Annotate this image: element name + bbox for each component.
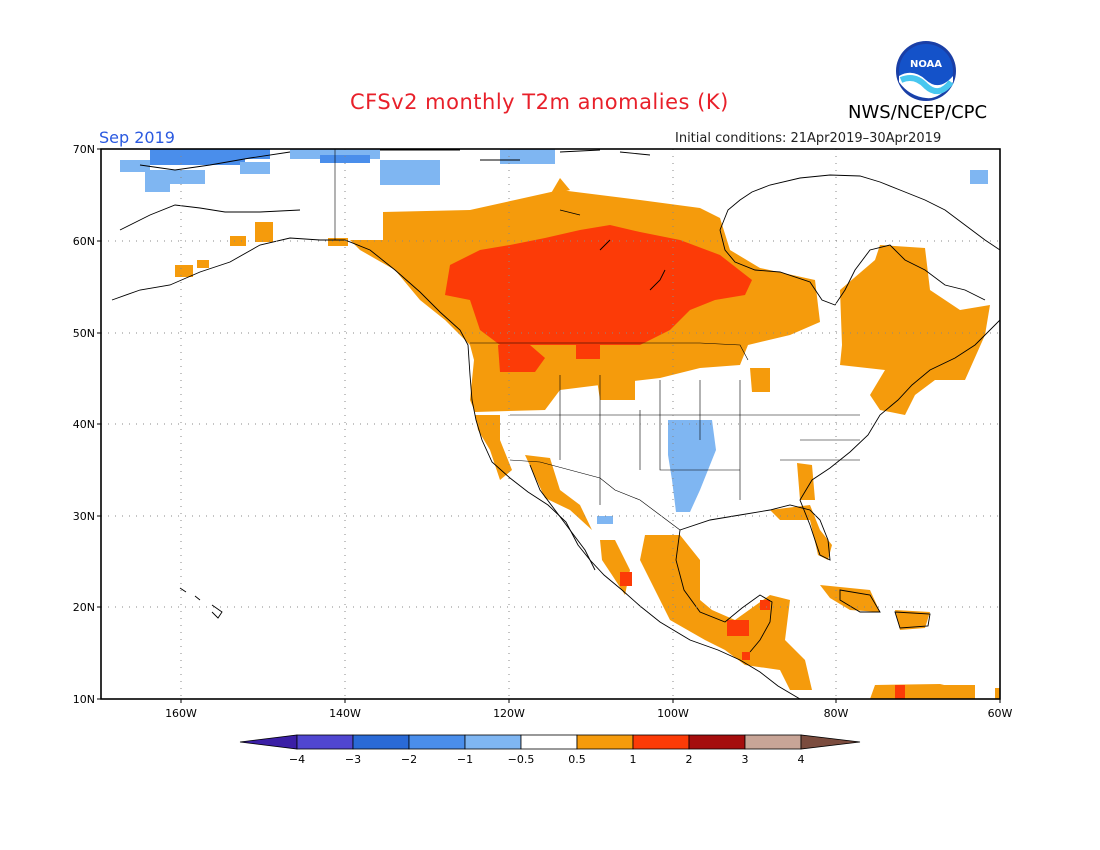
colorbar-label: 0.5 bbox=[568, 753, 586, 766]
colorbar: −4 −3 −2 −1 −0.5 0.5 1 2 3 4 bbox=[239, 734, 861, 766]
colorbar-arrow-high bbox=[800, 734, 861, 750]
colorbar-label: −3 bbox=[345, 753, 361, 766]
colorbar-swatch bbox=[352, 734, 410, 750]
colorbar-label: −1 bbox=[457, 753, 473, 766]
colorbar-label: 4 bbox=[798, 753, 805, 766]
colorbar-swatch bbox=[408, 734, 466, 750]
lon-tick-label: 120W bbox=[493, 707, 525, 720]
lat-tick-label: 10N bbox=[73, 693, 95, 706]
noaa-logo-icon: NOAA bbox=[896, 41, 956, 101]
colorbar-label: −0.5 bbox=[508, 753, 535, 766]
lon-tick-label: 100W bbox=[657, 707, 689, 720]
gridlines bbox=[101, 149, 1000, 699]
lat-tick-label: 60N bbox=[73, 235, 95, 248]
colorbar-label: −2 bbox=[401, 753, 417, 766]
lon-tick-label: 160W bbox=[165, 707, 197, 720]
organization-label: NWS/NCEP/CPC bbox=[848, 102, 988, 123]
latitude-axis: 70N 60N 50N 40N 30N 20N 10N bbox=[73, 143, 101, 706]
strong-positive-anomaly-regions bbox=[445, 225, 905, 699]
lat-tick-label: 20N bbox=[73, 601, 95, 614]
colorbar-swatch bbox=[464, 734, 522, 750]
coastlines bbox=[111, 149, 1000, 699]
lon-tick-label: 80W bbox=[824, 707, 849, 720]
map-title: CFSv2 monthly T2m anomalies (K) bbox=[350, 90, 729, 114]
colorbar-label: 1 bbox=[630, 753, 637, 766]
colorbar-swatch bbox=[576, 734, 634, 750]
colorbar-arrow-low bbox=[239, 734, 298, 750]
colorbar-swatch bbox=[744, 734, 802, 750]
longitude-axis: 160W 140W 120W 100W 80W 60W bbox=[165, 699, 1013, 720]
colorbar-label: −4 bbox=[289, 753, 305, 766]
lon-tick-label: 140W bbox=[329, 707, 361, 720]
lat-tick-label: 40N bbox=[73, 418, 95, 431]
lat-tick-label: 70N bbox=[73, 143, 95, 156]
lat-tick-label: 50N bbox=[73, 327, 95, 340]
initial-conditions-label: Initial conditions: 21Apr2019–30Apr2019 bbox=[675, 131, 942, 146]
colorbar-label: 3 bbox=[742, 753, 749, 766]
colorbar-label: 2 bbox=[686, 753, 693, 766]
lat-tick-label: 30N bbox=[73, 510, 95, 523]
valid-month-label: Sep 2019 bbox=[99, 128, 175, 147]
svg-text:NOAA: NOAA bbox=[910, 59, 942, 70]
colorbar-swatch bbox=[296, 734, 354, 750]
colorbar-swatch bbox=[632, 734, 690, 750]
colorbar-swatch bbox=[520, 734, 578, 750]
lon-tick-label: 60W bbox=[988, 707, 1013, 720]
colorbar-swatch bbox=[688, 734, 746, 750]
political-borders bbox=[334, 149, 860, 531]
